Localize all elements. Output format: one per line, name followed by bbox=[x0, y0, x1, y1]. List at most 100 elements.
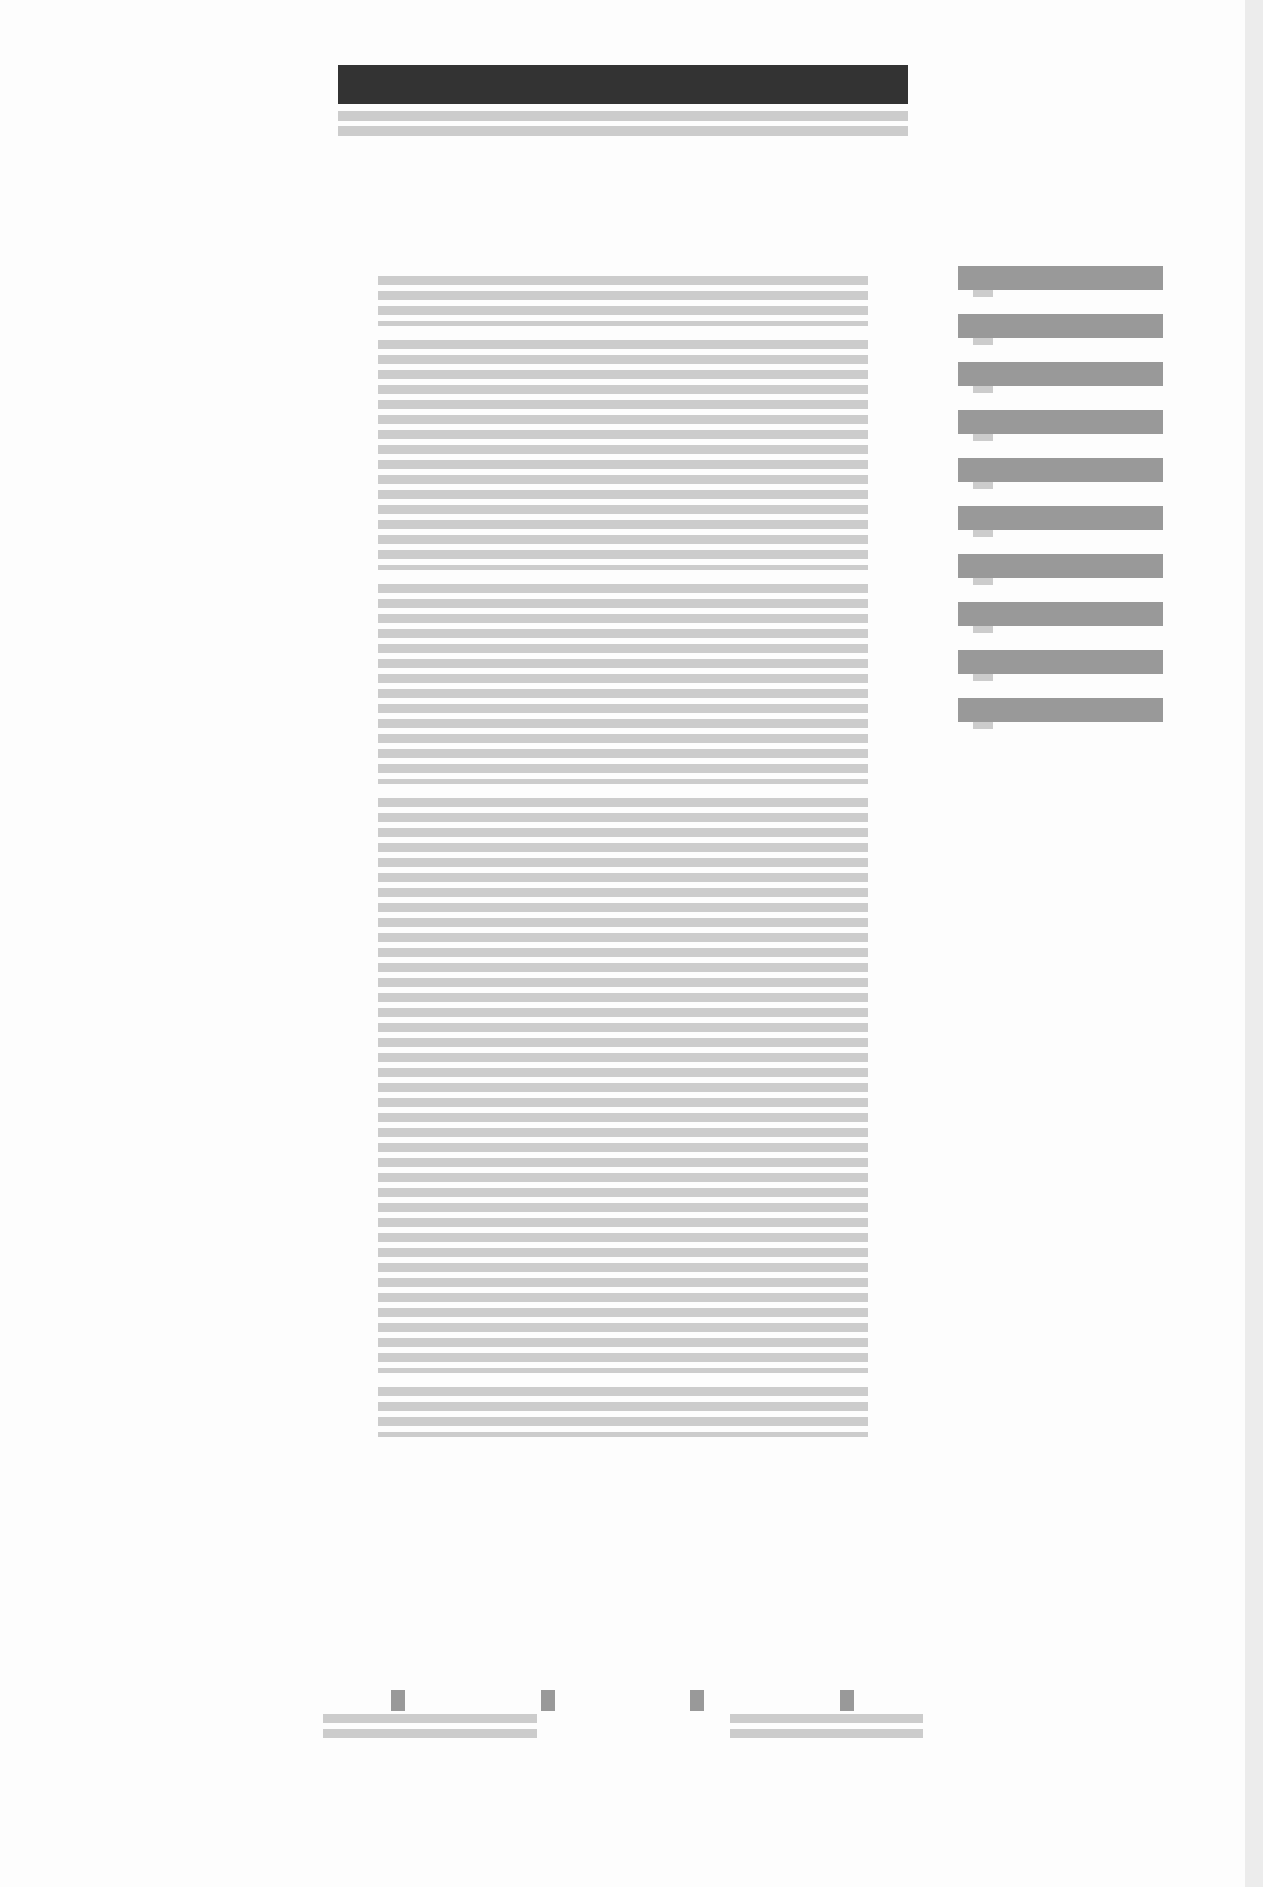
text-line bbox=[378, 1053, 868, 1062]
text-line bbox=[378, 749, 868, 758]
vertical-scrollbar[interactable] bbox=[1245, 0, 1263, 1887]
sidebar-link[interactable] bbox=[958, 362, 1163, 410]
footer-link-icon[interactable] bbox=[541, 1690, 555, 1711]
text-line bbox=[378, 674, 868, 683]
text-line bbox=[378, 1023, 868, 1032]
sidebar-link-meta bbox=[973, 626, 993, 633]
footer-link-icon[interactable] bbox=[690, 1690, 704, 1711]
sidebar-link[interactable] bbox=[958, 650, 1163, 698]
text-line bbox=[378, 1143, 868, 1152]
text-line bbox=[378, 599, 868, 608]
sidebar-link-meta bbox=[973, 722, 993, 729]
text-line bbox=[378, 1432, 868, 1437]
sidebar-link-label bbox=[958, 458, 1163, 482]
text-line bbox=[378, 719, 868, 728]
footer-left-text bbox=[323, 1714, 537, 1723]
text-line bbox=[378, 779, 868, 784]
text-line bbox=[378, 659, 868, 668]
sidebar-link[interactable] bbox=[958, 266, 1163, 314]
text-line bbox=[378, 843, 868, 852]
footer-link-icon[interactable] bbox=[840, 1690, 854, 1711]
text-line bbox=[378, 1278, 868, 1287]
text-line bbox=[378, 291, 868, 300]
text-line bbox=[378, 1188, 868, 1197]
text-line bbox=[378, 978, 868, 987]
sidebar-link-meta bbox=[973, 674, 993, 681]
text-line bbox=[378, 888, 868, 897]
text-line bbox=[378, 321, 868, 326]
text-line bbox=[378, 858, 868, 867]
text-line bbox=[378, 704, 868, 713]
sidebar-link-label bbox=[958, 602, 1163, 626]
text-line bbox=[378, 1038, 868, 1047]
text-line bbox=[378, 918, 868, 927]
sidebar-link[interactable] bbox=[958, 506, 1163, 554]
sidebar-link[interactable] bbox=[958, 314, 1163, 362]
sidebar-link[interactable] bbox=[958, 698, 1163, 746]
text-line bbox=[378, 415, 868, 424]
text-line bbox=[378, 430, 868, 439]
page-title bbox=[338, 65, 908, 104]
text-line bbox=[378, 385, 868, 394]
sidebar-link-label bbox=[958, 650, 1163, 674]
text-line bbox=[378, 1387, 868, 1396]
article-body bbox=[378, 276, 868, 1451]
sidebar-link-meta bbox=[973, 386, 993, 393]
text-line bbox=[378, 1158, 868, 1167]
subtitle-line bbox=[338, 126, 908, 136]
sidebar-link-label bbox=[958, 266, 1163, 290]
sidebar-link-label bbox=[958, 698, 1163, 722]
text-line bbox=[378, 828, 868, 837]
text-line bbox=[378, 1083, 868, 1092]
sidebar-link-label bbox=[958, 314, 1163, 338]
text-line bbox=[378, 565, 868, 570]
sidebar-link[interactable] bbox=[958, 458, 1163, 506]
text-line bbox=[378, 1323, 868, 1332]
sidebar-nav bbox=[958, 266, 1163, 746]
sidebar-link[interactable] bbox=[958, 410, 1163, 458]
text-line bbox=[378, 340, 868, 349]
sidebar-link[interactable] bbox=[958, 602, 1163, 650]
sidebar-link-meta bbox=[973, 530, 993, 537]
text-line bbox=[378, 1353, 868, 1362]
text-line bbox=[378, 1308, 868, 1317]
text-line bbox=[378, 689, 868, 698]
sidebar-link-meta bbox=[973, 338, 993, 345]
text-line bbox=[378, 764, 868, 773]
text-line bbox=[378, 1248, 868, 1257]
text-line bbox=[378, 614, 868, 623]
sidebar-link-meta bbox=[973, 482, 993, 489]
text-line bbox=[378, 644, 868, 653]
footer-link-icon[interactable] bbox=[391, 1690, 405, 1711]
text-line bbox=[378, 1068, 868, 1077]
text-line bbox=[378, 1113, 868, 1122]
paragraph bbox=[378, 340, 868, 570]
text-line bbox=[378, 903, 868, 912]
sidebar-link-label bbox=[958, 506, 1163, 530]
text-line bbox=[378, 1338, 868, 1347]
sidebar-link-label bbox=[958, 554, 1163, 578]
text-line bbox=[378, 520, 868, 529]
sidebar-link-label bbox=[958, 362, 1163, 386]
sidebar-link-label bbox=[958, 410, 1163, 434]
text-line bbox=[378, 1098, 868, 1107]
sidebar-link[interactable] bbox=[958, 554, 1163, 602]
text-line bbox=[378, 550, 868, 559]
text-line bbox=[378, 1402, 868, 1411]
text-line bbox=[378, 1233, 868, 1242]
text-line bbox=[378, 370, 868, 379]
text-line bbox=[378, 1128, 868, 1137]
text-line bbox=[378, 475, 868, 484]
text-line bbox=[378, 460, 868, 469]
text-line bbox=[378, 584, 868, 593]
paragraph bbox=[378, 798, 868, 1373]
paragraph bbox=[378, 276, 868, 326]
footer-right-text bbox=[730, 1714, 923, 1723]
text-line bbox=[378, 306, 868, 315]
text-line bbox=[378, 490, 868, 499]
text-line bbox=[378, 355, 868, 364]
text-line bbox=[378, 1218, 868, 1227]
paragraph bbox=[378, 584, 868, 784]
text-line bbox=[378, 1263, 868, 1272]
text-line bbox=[378, 813, 868, 822]
